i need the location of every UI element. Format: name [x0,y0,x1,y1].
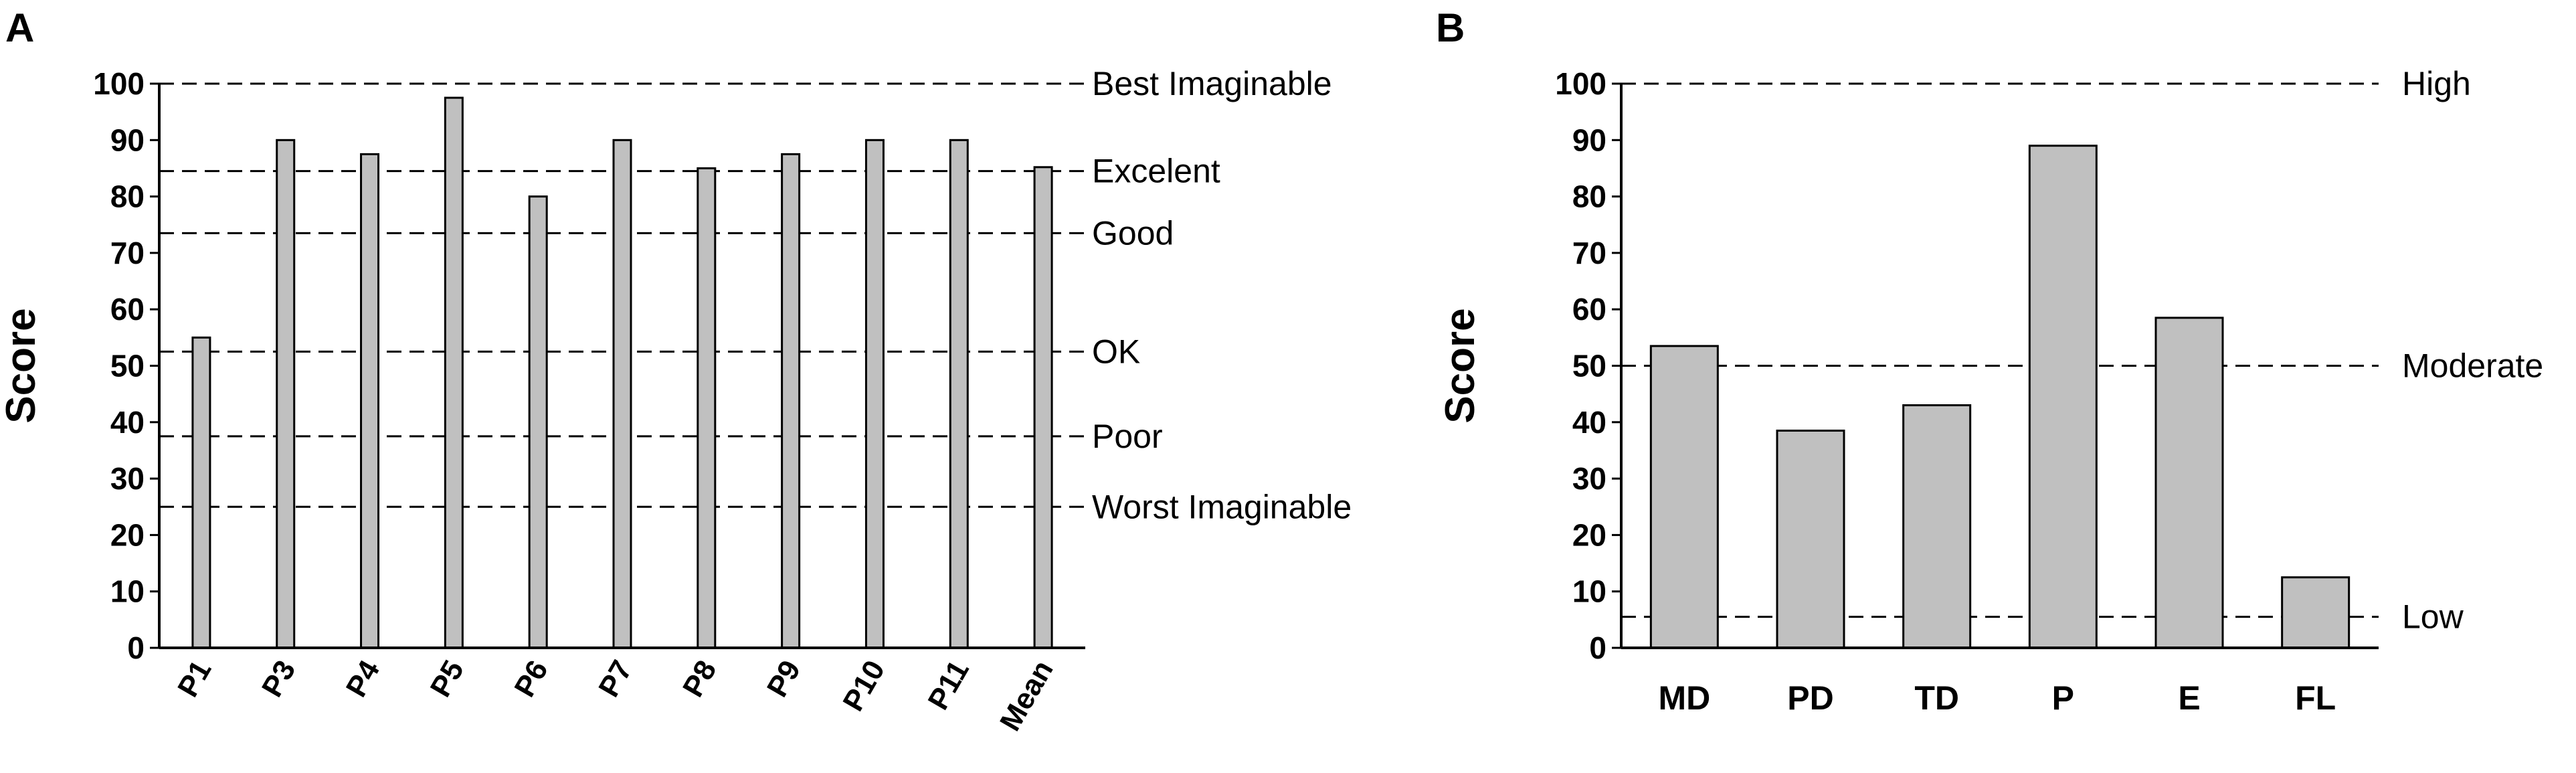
y-tick-label: 70 [110,236,145,270]
reference-line-label: Moderate [2402,347,2543,385]
bar [2281,576,2351,649]
y-tick-label: 100 [1555,66,1606,101]
y-tick-label: 50 [1572,349,1606,383]
y-tick-label: 30 [1572,461,1606,496]
x-tick-label: P5 [424,655,470,703]
y-tick-label: 10 [1572,574,1606,609]
y-tick-label: 80 [110,179,145,214]
bar [191,336,211,649]
x-tick-label: P11 [922,655,976,715]
bar [864,139,885,649]
x-tick-label: PD [1787,679,1833,717]
x-tick-label: P8 [676,655,723,703]
reference-line-label: Low [2402,598,2464,636]
bar [1776,429,1845,649]
y-tick-label: 60 [1572,292,1606,327]
bar [360,153,380,649]
bar [444,96,464,649]
y-tick-label: 30 [110,461,145,496]
bar [612,139,632,649]
reference-line-label: Best Imaginable [1092,65,1332,102]
x-tick-label: FL [2295,679,2336,717]
x-tick-label: P1 [171,655,217,703]
panel-b-chart: B Score 0 10 20 30 40 50 60 70 80 90 100 High Moderate… [1436,5,2543,717]
y-tick-label: 90 [110,122,145,157]
reference-line-label: Poor [1092,418,1163,455]
x-tick-label: MD [1658,679,1710,717]
reference-line-label: Excelent [1092,153,1220,190]
y-tick-label: 0 [1589,630,1606,665]
x-tick-label: P3 [256,655,302,703]
bar [528,195,548,649]
x-tick-label: P [2052,679,2074,717]
y-tick-label: 90 [1572,122,1606,157]
x-tick-label: P7 [592,655,638,703]
bar [276,139,296,649]
reference-line-label: OK [1092,333,1140,370]
panel-label: B [1436,5,1465,50]
y-tick-label: 100 [93,66,145,101]
y-tick-label: 70 [1572,236,1606,270]
x-tick-label: E [2178,679,2200,717]
y-tick-label: 10 [110,574,145,609]
x-tick-label: P9 [761,655,807,703]
bar [2154,317,2224,649]
bar [949,139,969,649]
bar [1033,166,1053,649]
y-tick-label: 20 [1572,517,1606,552]
y-axis-label: Score [1437,308,1483,423]
bar [697,167,717,649]
y-axis-label: Score [0,308,44,423]
y-tick-label: 40 [1572,405,1606,440]
x-tick-label: P4 [340,655,387,703]
y-tick-label: 80 [1572,179,1606,214]
bar [1902,404,1972,649]
y-tick-label: 60 [110,292,145,327]
bar [1649,345,1719,649]
reference-line-label: Worst Imaginable [1092,488,1352,525]
panel-label: A [5,5,34,50]
x-tick-label: Mean [994,655,1060,737]
x-tick-label: TD [1914,679,1959,717]
bar [2028,145,2098,649]
y-tick-label: 40 [110,405,145,440]
y-tick-label: 50 [110,349,145,383]
reference-line-label: Good [1092,214,1174,252]
y-tick-label: 0 [127,630,145,665]
reference-line-label: High [2402,65,2471,102]
panel-a-chart: A Score 0 10 20 30 40 50 60 70 80 90 100 Best Imagina… [0,5,1352,736]
bar [781,153,801,649]
x-tick-label: P6 [508,655,554,703]
x-tick-label: P10 [837,655,892,717]
y-tick-label: 20 [110,517,145,552]
